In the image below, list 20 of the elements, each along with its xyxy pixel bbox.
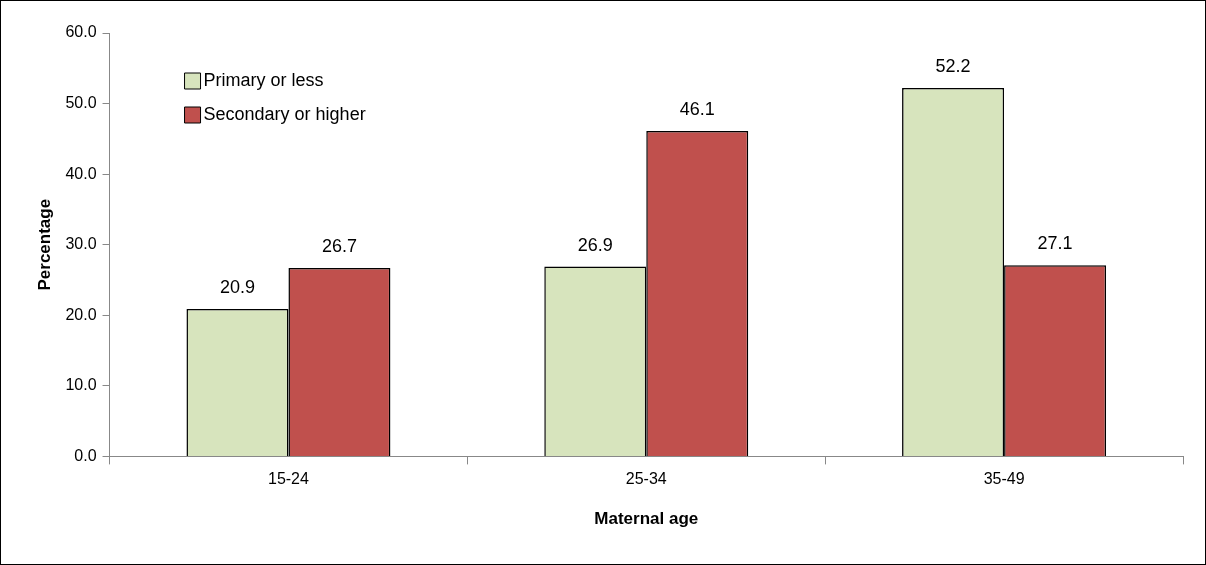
data-label: 46.1 [679,99,715,120]
y-tick-label: 50.0 [65,93,97,111]
y-axis-title: Percentage [34,198,54,291]
x-tick-label: 35-49 [983,470,1025,488]
data-label: 27.1 [1037,233,1073,254]
y-tick-label: 20.0 [65,305,97,323]
data-label: 20.9 [219,276,255,297]
data-label: 26.9 [577,234,613,255]
y-tick-label: 60.0 [65,23,97,41]
x-axis-title: Maternal age [594,509,699,529]
data-label: 26.7 [321,235,357,256]
y-tick-label: 10.0 [65,376,97,394]
legend-label: Secondary or higher [203,103,366,124]
x-tick-label: 15-24 [267,470,310,488]
x-tick-label: 25-34 [625,470,667,488]
legend-label: Primary or less [203,69,324,90]
data-label: 52.2 [935,56,971,77]
y-tick-label: 0.0 [74,446,97,464]
y-tick-label: 30.0 [65,235,97,253]
y-tick-label: 40.0 [65,164,97,182]
